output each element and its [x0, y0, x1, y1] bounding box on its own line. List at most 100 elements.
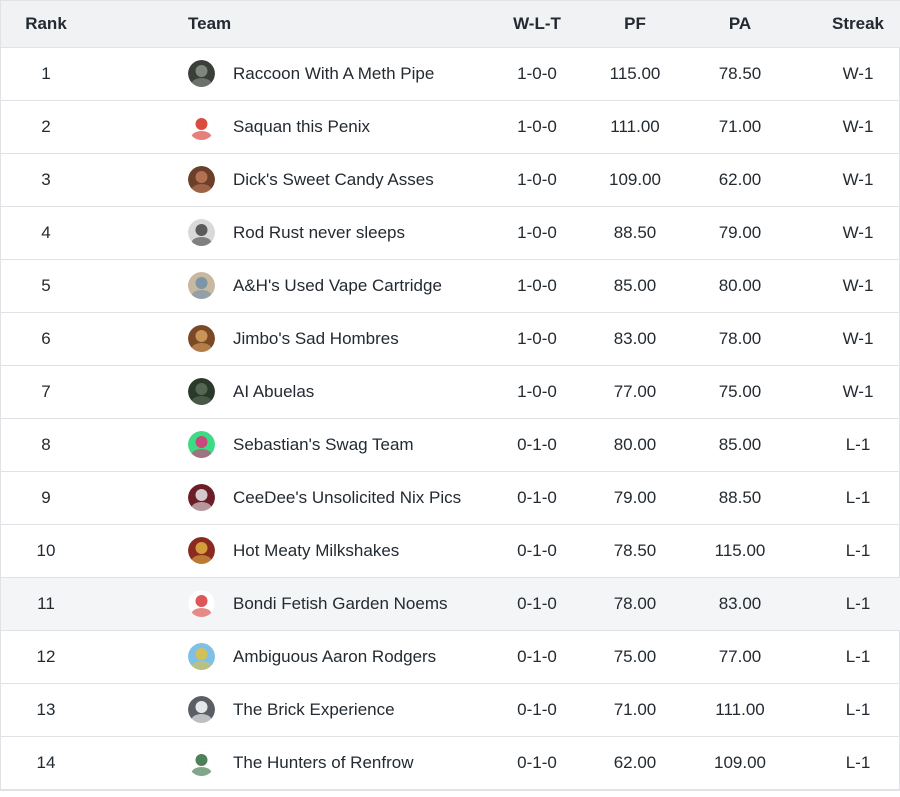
- team-name[interactable]: Rod Rust never sleeps: [233, 222, 405, 242]
- team-cell: The Brick Experience: [91, 683, 469, 736]
- team-name[interactable]: CeeDee's Unsolicited Nix Pics: [233, 487, 462, 507]
- table-row[interactable]: 5 A&H's Used Vape Cartridge 1-0-0 85.00 80.0…: [1, 259, 900, 312]
- wlt-cell: 1-0-0: [517, 169, 557, 189]
- team-link[interactable]: Dick's Sweet Candy Asses: [188, 166, 469, 193]
- pf-cell: 62.00: [613, 752, 657, 772]
- header-streak[interactable]: Streak: [815, 1, 900, 48]
- table-row[interactable]: 6 Jimbo's Sad Hombres 1-0-0 83.00 78.00 W-1: [1, 312, 900, 365]
- wlt-cell: 0-1-0: [517, 699, 557, 719]
- team-name[interactable]: A&H's Used Vape Cartridge: [233, 275, 442, 295]
- team-logo-icon: [188, 696, 215, 723]
- streak-cell: W-1: [842, 328, 874, 348]
- team-cell: Ambiguous Aaron Rodgers: [91, 630, 469, 683]
- pf-cell: 77.00: [613, 381, 657, 401]
- wlt-cell: 1-0-0: [517, 275, 557, 295]
- header-wlt[interactable]: W-L-T: [469, 1, 605, 48]
- team-link[interactable]: Rod Rust never sleeps: [188, 219, 469, 246]
- team-cell: CeeDee's Unsolicited Nix Pics: [91, 471, 469, 524]
- team-cell: Sebastian's Swag Team: [91, 418, 469, 471]
- streak-cell: W-1: [842, 275, 874, 295]
- team-link[interactable]: Sebastian's Swag Team: [188, 431, 469, 458]
- wlt-cell: 1-0-0: [517, 63, 557, 83]
- team-cell: A&H's Used Vape Cartridge: [91, 259, 469, 312]
- team-name[interactable]: The Brick Experience: [233, 699, 395, 719]
- team-link[interactable]: Raccoon With A Meth Pipe: [188, 60, 469, 87]
- team-link[interactable]: CeeDee's Unsolicited Nix Pics: [188, 484, 469, 511]
- team-link[interactable]: The Brick Experience: [188, 696, 469, 723]
- team-logo-icon: [188, 325, 215, 352]
- wlt-cell: 0-1-0: [517, 646, 557, 666]
- rank-cell: 8: [41, 434, 51, 454]
- table-row[interactable]: 14 The Hunters of Renfrow 0-1-0 62.00 109.00…: [1, 736, 900, 789]
- pa-cell: 111.00: [715, 699, 765, 719]
- team-cell: Bondi Fetish Garden Noems: [91, 577, 469, 630]
- team-name[interactable]: Sebastian's Swag Team: [233, 434, 414, 454]
- pa-cell: 62.00: [718, 169, 762, 189]
- streak-cell: L-1: [845, 752, 871, 772]
- header-team[interactable]: Team: [91, 1, 469, 48]
- table-row[interactable]: 12 Ambiguous Aaron Rodgers 0-1-0 75.00 77.00…: [1, 630, 900, 683]
- rank-cell: 10: [36, 540, 56, 560]
- pf-cell: 85.00: [613, 275, 657, 295]
- streak-cell: L-1: [845, 434, 871, 454]
- team-link[interactable]: Saquan this Penix: [188, 113, 469, 140]
- wlt-cell: 0-1-0: [517, 593, 557, 613]
- team-link[interactable]: AI Abuelas: [188, 378, 469, 405]
- team-name[interactable]: Dick's Sweet Candy Asses: [233, 169, 434, 189]
- table-row[interactable]: 11 Bondi Fetish Garden Noems 0-1-0 78.00 83.…: [1, 577, 900, 630]
- header-rank[interactable]: Rank: [1, 1, 91, 48]
- pa-cell: 80.00: [718, 275, 762, 295]
- pf-cell: 75.00: [613, 646, 657, 666]
- team-cell: Hot Meaty Milkshakes: [91, 524, 469, 577]
- team-logo-icon: [188, 166, 215, 193]
- streak-cell: L-1: [845, 540, 871, 560]
- pa-cell: 77.00: [718, 646, 762, 666]
- table-row[interactable]: 9 CeeDee's Unsolicited Nix Pics 0-1-0 79.00…: [1, 471, 900, 524]
- wlt-cell: 1-0-0: [517, 328, 557, 348]
- table-row[interactable]: 7 AI Abuelas 1-0-0 77.00 75.00 W-1: [1, 365, 900, 418]
- pa-cell: 109.00: [714, 752, 766, 772]
- header-pa[interactable]: PA: [665, 1, 815, 48]
- team-link[interactable]: Ambiguous Aaron Rodgers: [188, 643, 469, 670]
- team-link[interactable]: Jimbo's Sad Hombres: [188, 325, 469, 352]
- pa-cell: 88.50: [718, 487, 762, 507]
- table-row[interactable]: 13 The Brick Experience 0-1-0 71.00 111.00 L-…: [1, 683, 900, 736]
- wlt-cell: 1-0-0: [517, 116, 557, 136]
- pf-cell: 111.00: [610, 116, 660, 136]
- team-logo-icon: [188, 590, 215, 617]
- team-logo-icon: [188, 749, 215, 776]
- team-link[interactable]: A&H's Used Vape Cartridge: [188, 272, 469, 299]
- table-row[interactable]: 3 Dick's Sweet Candy Asses 1-0-0 109.00 62.0…: [1, 153, 900, 206]
- header-pf[interactable]: PF: [605, 1, 665, 48]
- team-name[interactable]: Raccoon With A Meth Pipe: [233, 63, 435, 83]
- team-name[interactable]: Ambiguous Aaron Rodgers: [233, 646, 437, 666]
- team-name[interactable]: Hot Meaty Milkshakes: [233, 540, 400, 560]
- team-link[interactable]: Hot Meaty Milkshakes: [188, 537, 469, 564]
- team-link[interactable]: Bondi Fetish Garden Noems: [188, 590, 469, 617]
- table-row[interactable]: 2 Saquan this Penix 1-0-0 111.00 71.00 W-1: [1, 100, 900, 153]
- team-cell: Rod Rust never sleeps: [91, 206, 469, 259]
- header-row: Rank Team W-L-T PF PA Streak: [1, 1, 900, 48]
- pa-cell: 115.00: [714, 540, 766, 560]
- table-row[interactable]: 4 Rod Rust never sleeps 1-0-0 88.50 79.00 W-1: [1, 206, 900, 259]
- streak-cell: L-1: [845, 699, 871, 719]
- team-name[interactable]: Saquan this Penix: [233, 116, 371, 136]
- table-row[interactable]: 1 Raccoon With A Meth Pipe 1-0-0 115.00 78.5…: [1, 47, 900, 100]
- table-row[interactable]: 10 Hot Meaty Milkshakes 0-1-0 78.50 115.00 L-…: [1, 524, 900, 577]
- team-link[interactable]: The Hunters of Renfrow: [188, 749, 469, 776]
- streak-cell: L-1: [845, 646, 871, 666]
- team-name[interactable]: The Hunters of Renfrow: [233, 752, 414, 772]
- table-row[interactable]: 8 Sebastian's Swag Team 0-1-0 80.00 85.00 L-1: [1, 418, 900, 471]
- rank-cell: 6: [41, 328, 51, 348]
- team-name[interactable]: Bondi Fetish Garden Noems: [233, 593, 448, 613]
- pa-cell: 75.00: [718, 381, 762, 401]
- team-logo-icon: [188, 113, 215, 140]
- rank-cell: 7: [41, 381, 51, 401]
- streak-cell: W-1: [842, 381, 874, 401]
- pa-cell: 83.00: [718, 593, 762, 613]
- team-name[interactable]: Jimbo's Sad Hombres: [233, 328, 399, 348]
- streak-cell: L-1: [845, 487, 871, 507]
- team-name[interactable]: AI Abuelas: [233, 381, 315, 401]
